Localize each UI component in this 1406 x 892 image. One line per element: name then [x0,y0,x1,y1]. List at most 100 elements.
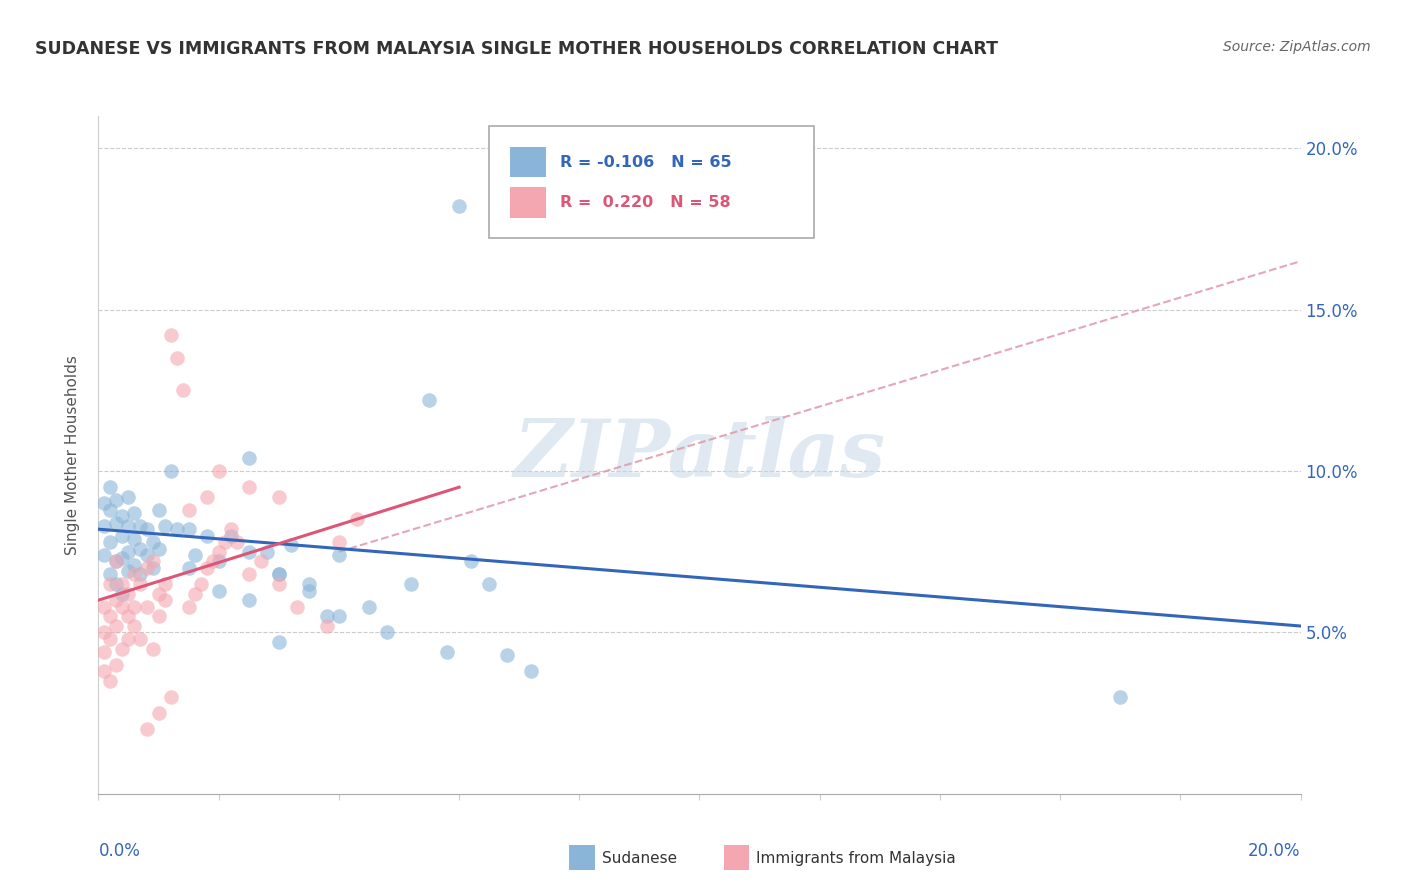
Point [346,512,368,526]
Text: R = -0.106   N = 65: R = -0.106 N = 65 [560,154,731,169]
Point [93,645,115,659]
Point [190,577,212,591]
Point [111,528,134,542]
Text: 0.0%: 0.0% [98,842,141,860]
Point [100,535,122,549]
Point [219,528,242,542]
Point [124,532,146,546]
Point [267,567,290,582]
Point [93,664,115,678]
Point [111,551,134,566]
Point [238,593,260,607]
Point [129,567,152,582]
Point [195,528,218,542]
Point [460,554,482,568]
Point [249,554,271,568]
Text: Source: ZipAtlas.com: Source: ZipAtlas.com [1223,40,1371,54]
Point [148,587,170,601]
Point [100,567,122,582]
Point [285,599,308,614]
Point [100,503,122,517]
Point [117,587,139,601]
Point [267,577,290,591]
Point [141,561,163,575]
Point [105,619,128,633]
Point [129,519,152,533]
Point [105,577,128,591]
Point [238,480,260,494]
Point [129,632,152,646]
Point [111,509,134,524]
Point [298,583,321,598]
Point [315,619,337,633]
Point [328,535,350,549]
Point [496,648,519,662]
Text: Sudanese: Sudanese [602,851,676,865]
Point [111,587,134,601]
Point [105,593,128,607]
Point [357,599,380,614]
Point [117,545,139,559]
Point [267,490,290,504]
Point [238,545,260,559]
Point [105,554,128,568]
Point [399,577,422,591]
Point [105,493,128,508]
Point [111,599,134,614]
Point [135,522,157,536]
Text: Immigrants from Malaysia: Immigrants from Malaysia [756,851,956,865]
Point [447,199,470,213]
Point [93,548,115,562]
Point [100,577,122,591]
Point [328,609,350,624]
Point [148,609,170,624]
Point [124,599,146,614]
Point [280,538,302,552]
Point [93,625,115,640]
Point [135,599,157,614]
Point [375,625,398,640]
Point [177,561,200,575]
Point [117,564,139,578]
Point [177,522,200,536]
Point [148,503,170,517]
Point [238,567,260,582]
Point [117,490,139,504]
Point [267,567,290,582]
FancyBboxPatch shape [489,126,814,238]
Bar [509,187,546,218]
Point [100,632,122,646]
Point [148,541,170,556]
Point [159,328,181,343]
Point [166,522,188,536]
Point [1109,690,1132,704]
Point [105,657,128,672]
Bar [509,147,546,178]
Point [93,519,115,533]
Point [159,690,181,704]
Text: SUDANESE VS IMMIGRANTS FROM MALAYSIA SINGLE MOTHER HOUSEHOLDS CORRELATION CHART: SUDANESE VS IMMIGRANTS FROM MALAYSIA SIN… [35,40,998,58]
Text: ZIPatlas: ZIPatlas [513,417,886,493]
Point [124,558,146,572]
Point [195,561,218,575]
Text: R =  0.220   N = 58: R = 0.220 N = 58 [560,195,731,211]
Point [183,548,205,562]
Point [298,577,321,591]
Point [214,535,236,549]
Point [111,641,134,656]
Point [148,706,170,721]
Point [124,619,146,633]
Point [208,464,231,478]
Point [201,554,224,568]
Point [436,645,458,659]
Point [225,535,247,549]
Point [256,545,278,559]
Point [238,451,260,466]
Point [105,516,128,530]
Point [208,545,231,559]
Point [315,609,337,624]
Point [177,599,200,614]
Point [117,519,139,533]
Point [93,496,115,510]
Point [159,464,181,478]
